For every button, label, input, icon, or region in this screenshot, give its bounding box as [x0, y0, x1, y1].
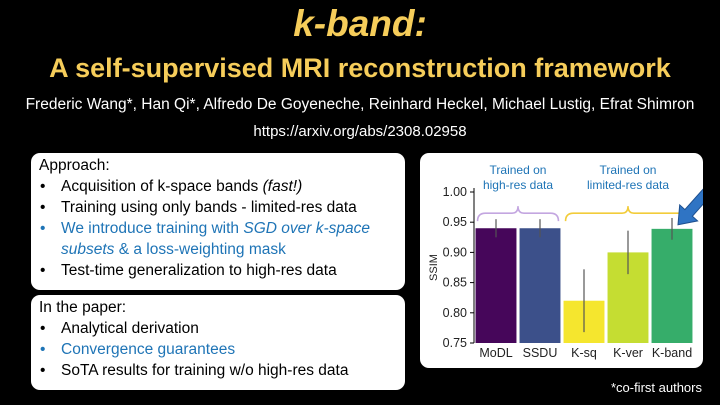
paper-list: • Analytical derivation • Convergence guar…: [39, 318, 397, 381]
slide-subtitle: A self-supervised MRI reconstruction fra…: [49, 53, 671, 83]
bullet-icon: •: [40, 320, 46, 337]
paper-url[interactable]: https://arxiv.org/abs/2308.02958: [253, 123, 467, 140]
bullet-icon: •: [40, 220, 46, 237]
x-tick-label: K-sq: [571, 346, 597, 360]
group-label: high-res data: [483, 178, 553, 192]
approach-heading: Approach:: [39, 157, 110, 174]
paper-box: In the paper: • Analytical derivation • Co…: [31, 295, 405, 390]
x-tick-label: SSDU: [523, 346, 558, 360]
bullet-icon: •: [40, 362, 46, 379]
approach-item: • Acquisition of k-space bands (fast!): [40, 178, 303, 195]
y-tick-label: 0.95: [443, 215, 467, 229]
ssim-bar-chart: 0.75 0.80 0.85 0.90 0.95 1.00 SSIM MoDL SSDU K-sq…: [428, 163, 703, 360]
ssim-chart-panel: 0.75 0.80 0.85 0.90 0.95 1.00 SSIM MoDL SSDU K-sq…: [420, 153, 703, 368]
bullet-icon: •: [40, 262, 46, 279]
paper-heading: In the paper:: [39, 299, 127, 316]
footnote: *co-first authors: [610, 380, 702, 395]
bullet-icon: •: [40, 199, 46, 216]
x-tick-label: K-ver: [613, 346, 643, 360]
author-list: Frederic Wang*, Han Qi*, Alfredo De Goye…: [25, 96, 695, 113]
x-tick-label: MoDL: [479, 346, 512, 360]
paper-item-highlight: • Convergence guarantees: [40, 341, 236, 358]
arrow-icon: [677, 188, 703, 226]
y-tick-label: 0.85: [443, 276, 467, 290]
approach-box: Approach: • Acquisition of k-space bands …: [31, 153, 405, 290]
bullet-icon: •: [40, 178, 46, 195]
approach-item-highlight: • We introduce training with SGD over k-s…: [40, 220, 371, 258]
approach-list: • Acquisition of k-space bands (fast!) • T…: [39, 176, 397, 281]
y-tick-label: 0.75: [443, 336, 467, 350]
bar-k-band: [651, 228, 693, 343]
y-axis-label: SSIM: [428, 254, 440, 281]
bar-modl: [475, 228, 517, 343]
bullet-icon: •: [40, 341, 46, 358]
y-tick-label: 1.00: [443, 185, 467, 199]
group-label: Trained on: [490, 163, 547, 177]
x-tick-label: K-band: [652, 346, 692, 360]
approach-item: • Training using only bands - limited-res…: [40, 199, 357, 216]
approach-item: • Test-time generalization to high-res da…: [40, 262, 337, 279]
y-tick-label: 0.90: [443, 245, 467, 259]
y-tick-label: 0.80: [443, 306, 467, 320]
group-label: limited-res data: [587, 178, 669, 192]
bar-ssdu: [519, 228, 561, 343]
paper-item: • SoTA results for training w/o high-res …: [40, 362, 349, 379]
group-label: Trained on: [600, 163, 657, 177]
paper-item: • Analytical derivation: [40, 320, 199, 337]
slide-title: k-band:: [293, 3, 427, 44]
group-bracket: [476, 206, 560, 222]
